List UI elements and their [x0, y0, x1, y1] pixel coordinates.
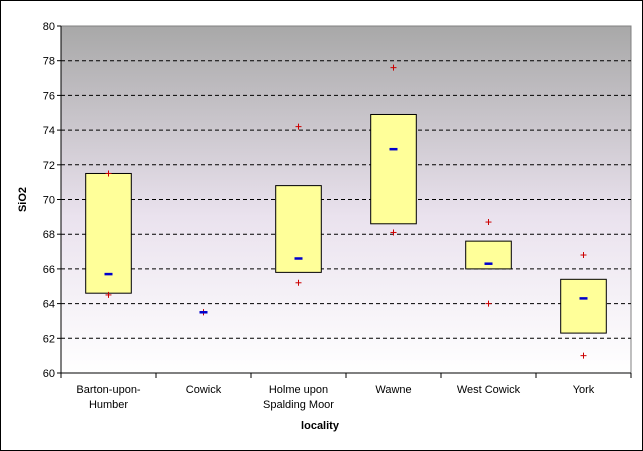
y-tick-label: 76: [43, 90, 55, 102]
x-axis: Barton-upon-Humber Cowick Holme upon Spaldi…: [60, 372, 632, 411]
y-tick-label: 70: [43, 195, 55, 207]
gridlines: [61, 60, 631, 339]
y-axis-title: SiO2: [17, 187, 29, 212]
x-tick-label: Holme upon Spalding Moor: [263, 384, 334, 411]
x-tick-label: West Cowick: [457, 384, 521, 396]
x-tick-label: York: [573, 384, 595, 396]
y-axis: 60 62 64 66 68 70 72 74 76 78 80: [43, 21, 62, 380]
box: [370, 113, 417, 225]
y-tick-label: 80: [43, 21, 55, 33]
x-tick-label: Cowick: [186, 384, 222, 396]
x-axis-title: locality: [301, 420, 340, 432]
y-tick-label: 60: [43, 368, 55, 380]
y-tick-label: 78: [43, 56, 55, 68]
y-tick-label: 72: [43, 160, 55, 172]
x-tick-label: Barton-upon-Humber: [76, 384, 141, 411]
box-marks: [85, 64, 607, 359]
box: [560, 278, 607, 334]
box: [465, 240, 512, 270]
y-tick-label: 62: [43, 333, 55, 345]
y-tick-label: 74: [43, 125, 55, 137]
y-tick-label: 64: [43, 299, 55, 311]
x-tick-label: Wawne: [375, 384, 411, 396]
y-tick-label: 68: [43, 229, 55, 241]
y-tick-label: 66: [43, 264, 55, 276]
